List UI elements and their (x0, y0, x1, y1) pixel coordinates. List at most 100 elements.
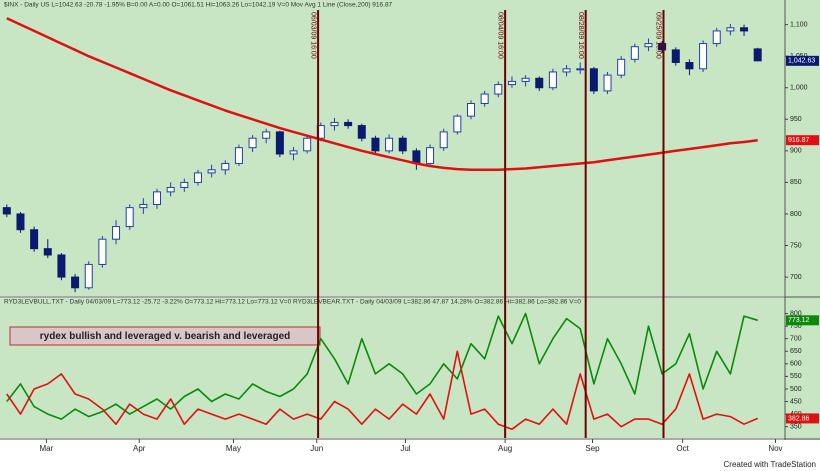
candle-body (521, 77, 530, 82)
annotation-box (9, 326, 321, 346)
candle-body (234, 147, 243, 164)
candle-body (535, 77, 544, 89)
x-tick-label: Oct (676, 444, 689, 453)
series-line (6, 17, 758, 172)
candle-body (84, 263, 93, 289)
candle-body (603, 74, 612, 92)
y-tick-label: 750 (790, 323, 802, 330)
candle-body (630, 46, 639, 60)
price-tag (786, 413, 819, 424)
candle-body (412, 150, 421, 164)
candle-body (180, 181, 189, 188)
candle-body (385, 137, 394, 152)
candle-body (658, 43, 667, 51)
y-tick-label: 700 (790, 336, 802, 343)
candle-body (439, 131, 448, 149)
y-tick-label: 900 (790, 148, 802, 155)
candle-body (671, 49, 680, 63)
y-tick-label: 700 (790, 274, 802, 281)
candle-body (262, 131, 271, 139)
candle-body (699, 43, 708, 70)
candle-body (344, 121, 353, 127)
candle-body (57, 254, 66, 278)
candle-body (275, 131, 284, 155)
candle-body (2, 207, 11, 215)
y-tick-label: 450 (790, 398, 802, 405)
price-tag (786, 55, 819, 66)
candle-body (507, 80, 516, 86)
candle-body (480, 93, 489, 105)
x-tick-label: Mar (40, 444, 54, 453)
candle-body (644, 43, 653, 48)
candle-body (740, 27, 749, 32)
candle-body (98, 238, 107, 265)
footer: Created with TradeStation (724, 460, 817, 469)
series-line (6, 312, 758, 420)
annotation: rydex bullish and leveraged v. bearish a… (40, 331, 290, 342)
candle-body (576, 68, 585, 71)
candle-body (139, 203, 148, 209)
event-label: 08/04/09 16:00 (496, 12, 503, 59)
candle-body (207, 169, 216, 174)
candle-body (494, 84, 503, 95)
candle-body (71, 276, 80, 289)
event-label: 09/25/09 16:00 (655, 12, 662, 59)
x-tick-label: Nov (768, 444, 782, 453)
candle-body (398, 137, 407, 152)
candle-body (685, 61, 694, 70)
candle-body (303, 137, 312, 152)
y-tick-label: 950 (790, 116, 802, 123)
candle-body (562, 68, 571, 73)
candle-body (357, 125, 366, 139)
series-line (6, 350, 759, 430)
candle-body (426, 147, 435, 164)
y-tick-label: 350 (790, 424, 802, 431)
price-tag-label: 773.12 (788, 317, 810, 324)
price-tag (786, 315, 819, 326)
y-tick-label: 750 (790, 242, 802, 249)
price-tag-label: 1,042.63 (788, 58, 815, 65)
candle-body (221, 162, 230, 171)
indicator-header: RYD3LEVBULL.TXT - Daily 04/03/09 L=773.1… (4, 299, 581, 306)
x-tick-label: Jul (400, 444, 410, 453)
x-tick-label: May (226, 444, 241, 453)
candle-body (726, 27, 735, 32)
price-tag (786, 135, 819, 146)
x-tick-label: Apr (133, 444, 146, 453)
candle-body (166, 186, 175, 193)
candle-body (289, 150, 298, 155)
candle-body (617, 58, 626, 76)
candle-body (16, 213, 25, 231)
candle-body (371, 137, 380, 152)
y-tick-label: 550 (790, 373, 802, 380)
candle-body (548, 71, 557, 89)
candle-body (193, 172, 202, 183)
price-tag-label: 382.86 (788, 415, 810, 422)
axis-panel (785, 0, 820, 440)
x-tick-label: Aug (498, 444, 512, 453)
indicator-panel (0, 298, 785, 438)
y-tick-label: 850 (790, 179, 802, 186)
x-tick-label: Jun (310, 444, 323, 453)
candle-body (589, 68, 598, 92)
candle-body (125, 207, 134, 228)
x-tick-label: Sep (585, 444, 600, 453)
candle-body (43, 248, 52, 256)
candle-body (467, 103, 475, 117)
event-label: 08/28/09 16:00 (577, 12, 584, 59)
y-tick-label: 1,000 (790, 85, 808, 92)
y-tick-label: 800 (790, 211, 802, 218)
y-tick-label: 650 (790, 348, 802, 355)
price-header: $INX - Daily US L=1042.63 -20.78 -1.95% … (4, 2, 393, 9)
candle-body (30, 229, 39, 250)
y-tick-label: 1,100 (790, 21, 808, 28)
candle-body (153, 191, 161, 205)
candle-body (112, 226, 121, 240)
y-tick-label: 500 (790, 386, 802, 393)
candle-body (248, 137, 257, 149)
price-tag-label: 916.87 (788, 137, 810, 144)
y-tick-label: 800 (790, 310, 802, 317)
candle-body (330, 121, 339, 127)
candle-body (753, 48, 762, 62)
